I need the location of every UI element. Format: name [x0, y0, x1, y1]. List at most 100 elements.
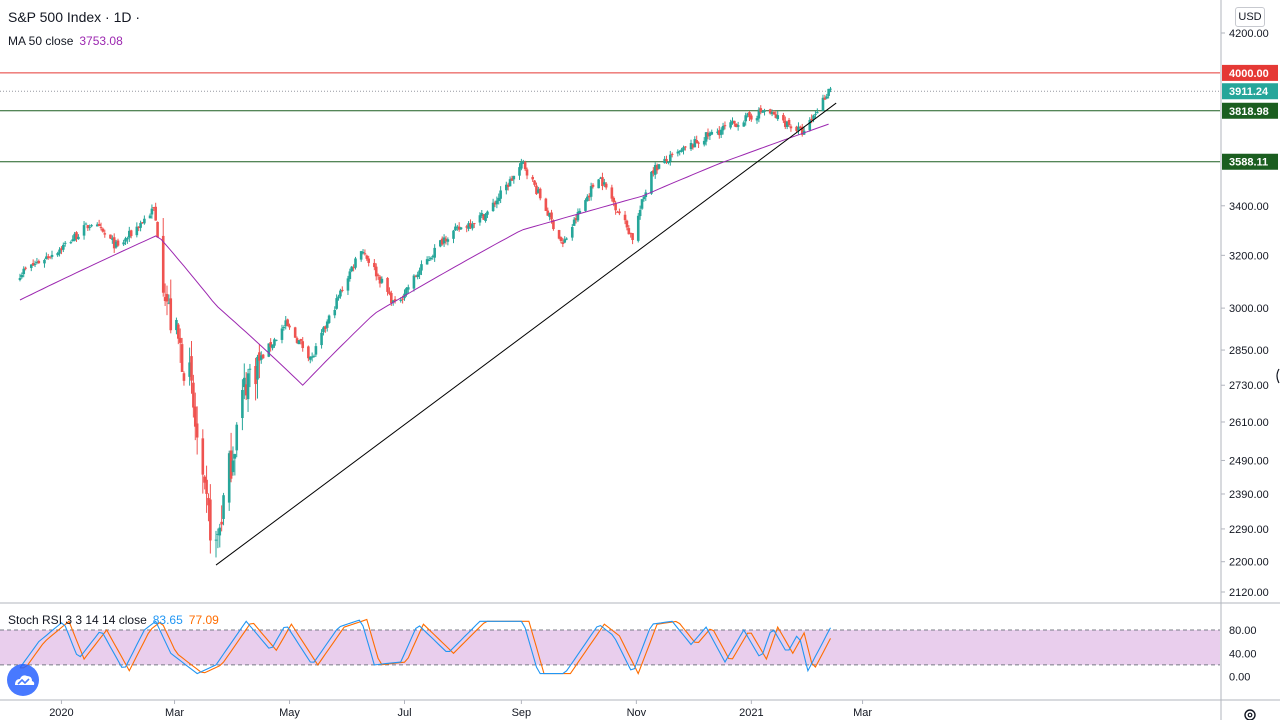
candle	[718, 126, 721, 139]
candle-body	[682, 147, 685, 151]
candle-body	[454, 226, 457, 231]
candle	[227, 450, 231, 511]
candle-body	[195, 423, 199, 438]
candle	[29, 264, 33, 272]
candle-body	[386, 277, 389, 292]
candle-body	[312, 355, 316, 357]
candle	[629, 232, 633, 238]
candle	[657, 164, 661, 170]
candle-body	[810, 118, 813, 121]
price-pane[interactable]	[0, 72, 1220, 566]
candle	[165, 285, 169, 316]
candle-body	[563, 239, 567, 243]
candle-body	[380, 278, 384, 283]
candle-body	[506, 184, 510, 187]
candle	[374, 263, 378, 281]
level-tag-0-bg	[1222, 64, 1278, 81]
stoch-rsi-label: Stoch RSI 3 3 14 14 close	[8, 613, 147, 627]
candle-body	[31, 263, 35, 266]
candle	[601, 172, 604, 191]
candle-body	[112, 237, 116, 249]
candle-body	[493, 202, 497, 205]
candle	[431, 254, 435, 260]
candle	[258, 343, 261, 379]
candle	[288, 323, 291, 330]
settings-gear-icon[interactable]	[1240, 706, 1260, 721]
candle-body	[143, 218, 146, 224]
candle-body	[546, 210, 550, 216]
candle-body	[455, 226, 459, 228]
candle-body	[642, 196, 646, 200]
candle-body	[716, 131, 719, 133]
candle	[533, 180, 536, 187]
candle-body	[267, 343, 271, 357]
candle	[129, 229, 133, 239]
candle-body	[177, 324, 180, 339]
candle-body	[693, 139, 697, 148]
candle	[203, 475, 206, 490]
candle-body	[246, 373, 250, 400]
candle	[365, 254, 369, 261]
candle-body	[235, 424, 239, 451]
stoch-k-value: 83.65	[152, 613, 183, 627]
candle	[77, 234, 80, 240]
candle-body	[708, 133, 712, 136]
candle	[352, 264, 355, 272]
candle	[112, 233, 116, 253]
candle	[116, 238, 120, 247]
candle-body	[352, 267, 355, 269]
candle	[248, 363, 252, 388]
candle	[486, 210, 489, 219]
ma-legend: MA 50 close 3753.08	[8, 34, 123, 48]
candle-body	[774, 114, 778, 118]
candle-body	[297, 340, 301, 345]
candle-body	[86, 225, 90, 229]
price-tick-label-2: 3200.00	[1229, 250, 1269, 262]
candle	[561, 238, 565, 248]
candle	[335, 294, 338, 310]
candle-body	[465, 226, 469, 228]
candle-body	[178, 337, 182, 343]
candle-body	[390, 293, 393, 304]
candle	[141, 222, 144, 224]
candle	[177, 323, 180, 345]
price-scale-handle[interactable]	[1274, 368, 1280, 384]
candle-body	[175, 319, 178, 331]
candle-body	[495, 200, 499, 205]
candle	[327, 314, 331, 324]
candle	[367, 255, 370, 267]
candle	[333, 306, 337, 319]
candle-body	[90, 225, 93, 227]
candle-body	[258, 352, 261, 361]
tradingview-logo-icon[interactable]	[7, 664, 39, 696]
candle	[143, 215, 146, 225]
candle-body	[565, 238, 568, 240]
candle	[244, 372, 248, 401]
candle	[478, 212, 482, 226]
candle-body	[640, 199, 644, 209]
candle	[254, 357, 257, 401]
candle	[73, 231, 76, 242]
candle	[616, 210, 619, 213]
candle-body	[116, 240, 120, 246]
currency-button[interactable]: USD	[1235, 7, 1265, 27]
candle-body	[706, 132, 710, 137]
candle-body	[58, 249, 61, 254]
candle-body	[363, 253, 367, 255]
ma-value: 3753.08	[79, 34, 123, 48]
candle	[525, 167, 529, 180]
candle	[152, 207, 156, 211]
candle	[816, 108, 819, 114]
candle-body	[261, 354, 265, 359]
candle-body	[471, 224, 474, 229]
candle-body	[601, 177, 604, 187]
candle-body	[655, 165, 659, 171]
candle-body	[346, 278, 350, 291]
candle-body	[220, 521, 223, 525]
candle-body	[75, 232, 78, 240]
candle	[135, 222, 139, 238]
candle	[676, 149, 680, 157]
stoch-rsi-pane[interactable]	[0, 618, 1220, 675]
candle-body	[307, 346, 310, 359]
